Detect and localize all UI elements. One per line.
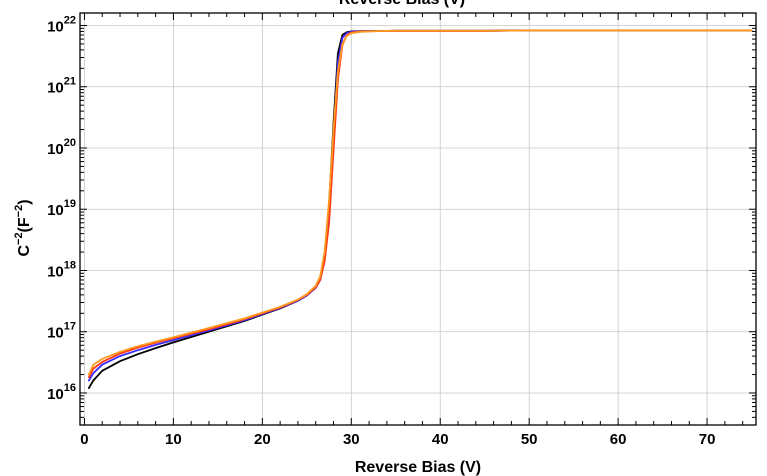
y-axis-title-unit-exp: −2 <box>13 205 25 218</box>
y-tick-labels: 1016 1017 1018 1019 1020 1021 1022 <box>47 15 76 403</box>
top-axis-title: Reverse Bias (V) <box>339 0 465 8</box>
y-tick-label: 1022 <box>47 15 76 36</box>
y-tick-label: 1018 <box>47 259 76 280</box>
x-tick-label: 70 <box>699 431 716 448</box>
y-tick-label: 1021 <box>47 76 76 97</box>
y-tick-label: 1016 <box>47 382 76 403</box>
series-line-3 <box>88 29 753 379</box>
x-axis-title: Reverse Bias (V) <box>355 459 481 476</box>
y-tick-label: 1020 <box>47 137 76 158</box>
x-tick-label: 0 <box>80 431 88 448</box>
x-tick-labels: 0 10 20 30 40 50 60 70 <box>80 431 715 448</box>
y-tick-label: 1017 <box>47 321 76 342</box>
grid-lines <box>80 13 756 425</box>
x-tick-label: 20 <box>254 431 271 448</box>
y-axis-title-unit-open: (F <box>16 217 33 232</box>
plot-frame <box>79 12 757 426</box>
x-tick-label: 10 <box>165 431 182 448</box>
y-tick-label: 1019 <box>47 198 76 219</box>
tick-marks <box>80 13 756 425</box>
y-axis-title-base: C <box>16 245 33 257</box>
series-layer <box>88 29 753 390</box>
y-axis-title-exp: −2 <box>13 232 25 245</box>
x-tick-label: 60 <box>610 431 627 448</box>
y-axis-title-unit-close: ) <box>16 199 33 204</box>
x-tick-label: 30 <box>343 431 360 448</box>
x-tick-label: 40 <box>432 431 449 448</box>
x-tick-label: 50 <box>521 431 538 448</box>
y-axis-title: C−2(F−2) <box>13 199 33 256</box>
series-line-2 <box>88 29 753 382</box>
series-line-4 <box>88 29 753 376</box>
